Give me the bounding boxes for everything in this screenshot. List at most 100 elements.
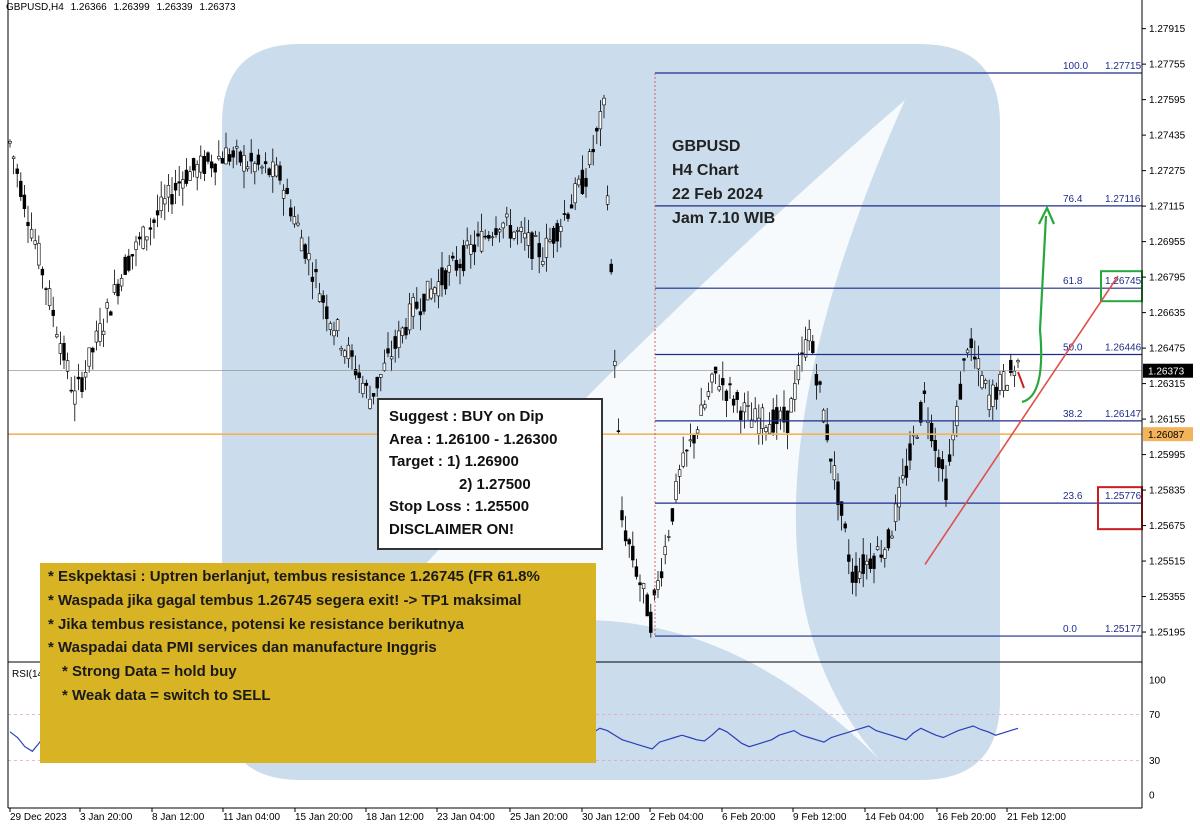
suggest-line: Area : 1.26100 - 1.26300: [389, 430, 558, 448]
candle-body: [886, 529, 891, 549]
note-line: * Eskpektasi : Uptren berlanjut, tembus …: [48, 568, 540, 585]
candle-body: [757, 417, 761, 434]
candle-body: [1009, 359, 1013, 373]
candle-body: [418, 311, 423, 316]
candle-body: [638, 582, 642, 586]
candle-body: [559, 226, 563, 232]
candle-body: [501, 222, 505, 229]
candle-body: [289, 207, 293, 217]
candle-body: [944, 478, 948, 500]
candle-body: [346, 344, 351, 359]
candle-body: [213, 163, 217, 173]
rsi-tick-label: 70: [1149, 710, 1161, 721]
candle-body: [76, 376, 81, 380]
note-line: * Jika tembus resistance, potensi ke res…: [48, 615, 465, 633]
candle-body: [40, 268, 45, 276]
candle-body: [422, 293, 426, 312]
candle-body: [137, 236, 142, 240]
candle-body: [908, 443, 912, 461]
candle-body: [145, 236, 149, 241]
candle-body: [101, 330, 106, 335]
candle-body: [566, 213, 570, 219]
candle-body: [238, 151, 243, 163]
candle-body: [321, 295, 325, 303]
candle-body: [127, 255, 131, 271]
candle-body: [980, 375, 984, 389]
candle-body: [209, 161, 214, 169]
candle-body: [782, 406, 786, 423]
candle-body: [235, 146, 239, 149]
candle-body: [310, 276, 315, 282]
x-tick-label: 25 Jan 20:00: [510, 812, 568, 823]
candle-body: [533, 235, 538, 237]
candle-body: [850, 571, 855, 583]
candle-body: [119, 277, 124, 287]
candle-body: [314, 268, 318, 273]
header-low: 1.26339: [156, 2, 193, 13]
candle-body: [605, 195, 610, 205]
y-tick-label: 1.26155: [1149, 415, 1186, 426]
candle-body: [843, 523, 847, 529]
candle-body: [836, 481, 840, 505]
candle-body: [991, 384, 995, 407]
candle-body: [148, 227, 153, 230]
candle-body: [591, 148, 595, 153]
candle-body: [825, 424, 829, 441]
candle-body: [22, 194, 27, 209]
candle-body: [631, 545, 635, 561]
candle-body: [742, 402, 747, 413]
candle-body: [166, 185, 171, 198]
candle-body: [641, 583, 646, 589]
candle-body: [292, 216, 297, 225]
candle-body: [505, 213, 509, 218]
candle-body: [116, 283, 120, 297]
candle-body: [598, 111, 603, 130]
candle-body: [789, 398, 793, 413]
y-tick-label: 1.27435: [1149, 131, 1186, 142]
uptrend-line: [924, 275, 1119, 565]
green-projection-arrow: [1021, 215, 1048, 404]
candle-body: [890, 535, 894, 539]
candle-body: [58, 343, 63, 354]
candle-body: [645, 594, 649, 617]
candle-body: [519, 226, 523, 232]
x-tick-label: 3 Jan 20:00: [80, 812, 133, 823]
y-tick-label: 1.27275: [1149, 166, 1186, 177]
candle-body: [634, 566, 639, 577]
candle-body: [263, 161, 268, 165]
candle-body: [425, 280, 430, 301]
suggest-line: Suggest : BUY on Dip: [389, 408, 544, 425]
candle-body: [155, 210, 160, 216]
candle-body: [584, 178, 588, 187]
candle-body: [872, 555, 876, 569]
candle-body: [659, 571, 664, 579]
candle-body: [483, 235, 487, 238]
candle-body: [188, 171, 192, 181]
candle-body: [695, 429, 700, 434]
candle-body: [523, 232, 527, 239]
candle-body: [818, 381, 822, 385]
candle-body: [811, 341, 815, 354]
candle-body: [670, 508, 675, 522]
candle-body: [541, 261, 545, 265]
candle-body: [847, 554, 851, 562]
annotation-line: GBPUSD: [672, 138, 741, 155]
candle-body: [256, 154, 261, 165]
green-arrow-head: [1038, 205, 1056, 225]
candle-body: [65, 360, 70, 372]
candle-body: [343, 350, 347, 357]
candle-body: [778, 410, 783, 420]
candle-body: [47, 288, 52, 307]
candle-body: [479, 231, 484, 252]
suggest-line: DISCLAIMER ON!: [389, 520, 514, 538]
candle-body: [472, 244, 477, 253]
candle-body: [130, 254, 135, 257]
candle-body: [278, 165, 282, 181]
candle-body: [940, 459, 945, 470]
fib-level-label: 50.0: [1063, 343, 1083, 354]
candle-body: [361, 383, 365, 394]
candle-body: [109, 311, 113, 316]
header-symbol: GBPUSD,H4: [6, 2, 64, 13]
candle-body: [674, 481, 678, 501]
